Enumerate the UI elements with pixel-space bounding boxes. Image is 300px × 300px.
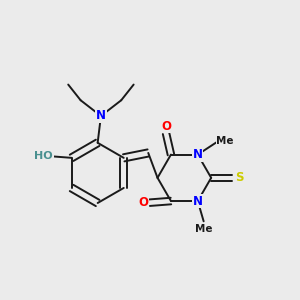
Text: N: N	[193, 148, 203, 161]
Text: S: S	[236, 171, 244, 184]
Text: N: N	[96, 110, 106, 122]
Text: N: N	[193, 194, 203, 208]
Text: O: O	[161, 120, 171, 133]
Text: O: O	[138, 196, 148, 209]
Text: HO: HO	[34, 151, 53, 161]
Text: Me: Me	[216, 136, 234, 146]
Text: Me: Me	[195, 224, 212, 233]
